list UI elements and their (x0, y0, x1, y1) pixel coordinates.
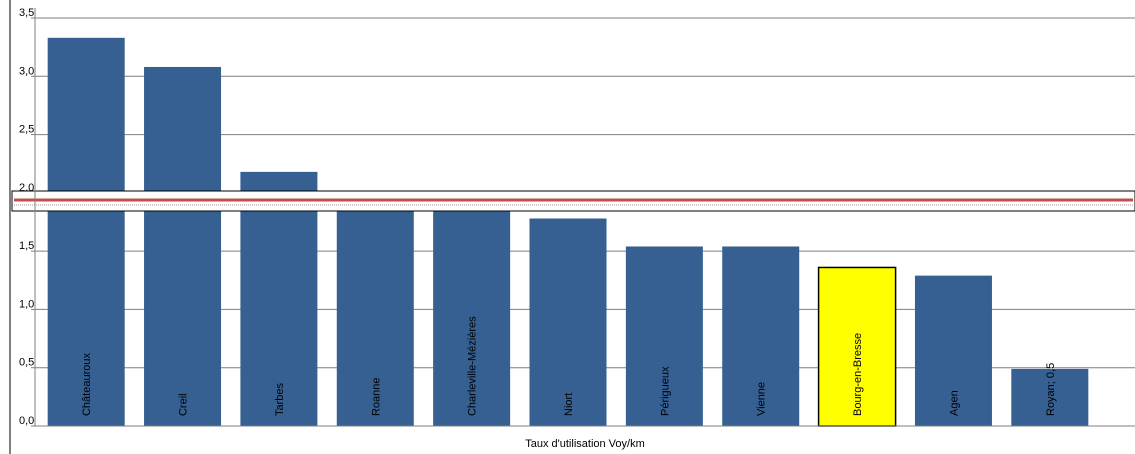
bar-category-label: Royan; 0,5 (1045, 363, 1057, 416)
bar (529, 218, 607, 426)
bar (47, 37, 125, 427)
bar (817, 266, 897, 427)
bar-category-label: Agen (948, 390, 960, 416)
y-tick-label: 1,5 (19, 240, 34, 252)
bar-labels: Châteauroux Creil Tarbes Roanne Charleville-… (81, 316, 1057, 416)
bar-category-label: Charleville-Mézières (467, 316, 479, 416)
bar (625, 246, 703, 426)
x-axis-title: Taux d'utilisation Voy/km (525, 438, 645, 450)
bar (1011, 368, 1089, 426)
y-tick-label: 2,5 (19, 124, 34, 136)
y-axis-ticks: 0,00,51,01,52,02,53,03,5 (19, 7, 34, 427)
y-tick-label: 3,5 (19, 7, 34, 19)
y-tick-label: 3,0 (19, 65, 34, 77)
axis-break (11, 190, 1135, 212)
bar-category-label: Châteauroux (81, 353, 93, 416)
bar-category-label: Bourg-en-Bresse (852, 333, 864, 416)
bar (914, 275, 992, 426)
y-tick-label: 0,5 (19, 357, 34, 369)
y-tick-label: 0,0 (19, 415, 34, 427)
bar (722, 246, 800, 426)
bar (433, 204, 511, 426)
bar (144, 66, 222, 427)
bar (240, 171, 318, 426)
bar-category-label: Périgueux (659, 366, 671, 416)
bar (336, 204, 414, 426)
bar-category-label: Tarbes (274, 382, 286, 416)
bar-category-label: Roanne (370, 377, 382, 416)
bars (47, 37, 1089, 427)
bar-category-label: Vienne (756, 382, 768, 416)
bar-category-label: Niort (563, 393, 575, 416)
y-tick-label: 1,0 (19, 298, 34, 310)
bar-category-label: Creil (178, 393, 190, 416)
